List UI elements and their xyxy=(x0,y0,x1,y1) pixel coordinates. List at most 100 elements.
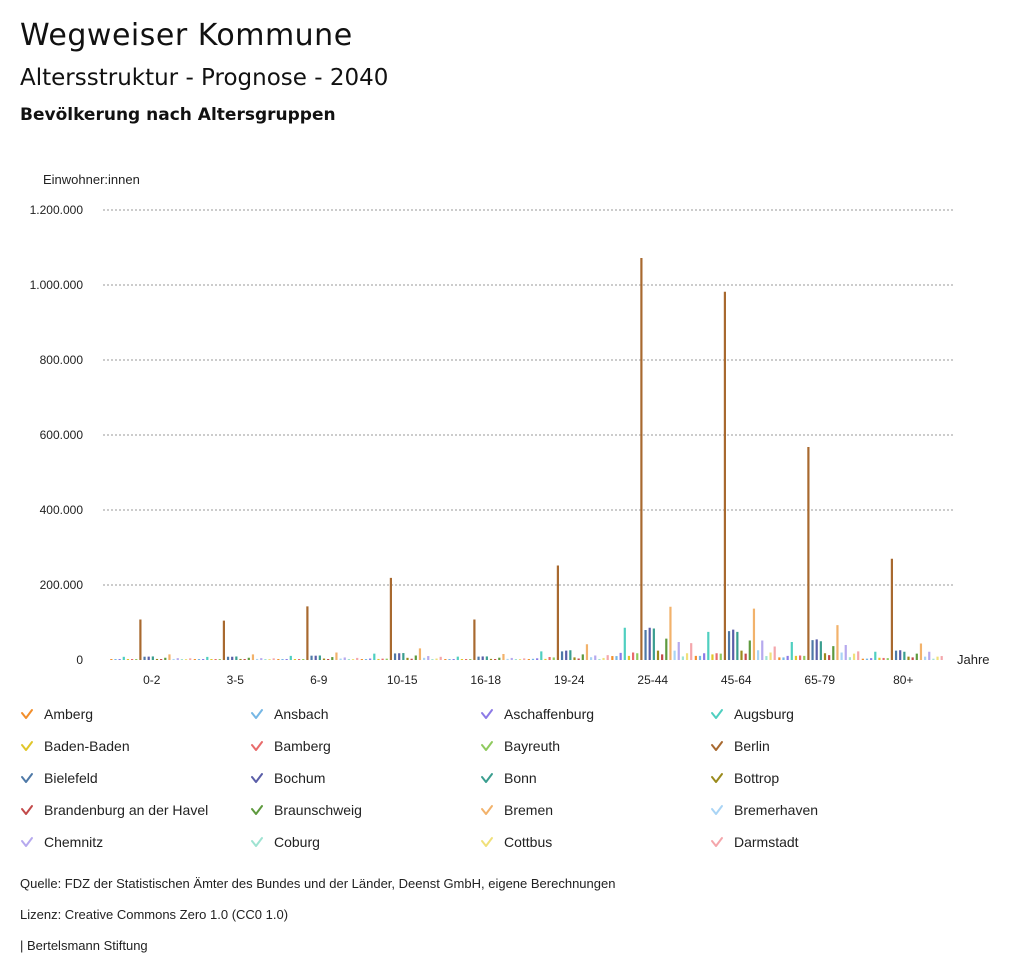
bar[interactable] xyxy=(757,650,760,660)
bar[interactable] xyxy=(727,631,731,661)
bar[interactable] xyxy=(518,659,522,660)
legend-item[interactable]: Bochum xyxy=(250,770,325,786)
bar[interactable] xyxy=(168,654,171,661)
bar[interactable] xyxy=(469,659,472,660)
bar[interactable] xyxy=(936,656,939,661)
bar[interactable] xyxy=(698,655,702,661)
bar[interactable] xyxy=(118,659,121,660)
bar[interactable] xyxy=(114,659,117,660)
bar[interactable] xyxy=(298,659,301,660)
bar[interactable] xyxy=(790,642,793,660)
bar[interactable] xyxy=(322,658,326,660)
bar[interactable] xyxy=(661,654,664,661)
bar[interactable] xyxy=(803,655,806,661)
bar[interactable] xyxy=(769,652,772,661)
bar[interactable] xyxy=(268,659,271,660)
bar[interactable] xyxy=(360,659,363,660)
bar[interactable] xyxy=(828,655,831,661)
bar[interactable] xyxy=(619,652,622,661)
bar[interactable] xyxy=(544,658,547,661)
bar[interactable] xyxy=(456,656,459,661)
bar[interactable] xyxy=(556,565,559,661)
bar[interactable] xyxy=(306,606,309,661)
bar[interactable] xyxy=(606,655,609,661)
bar[interactable] xyxy=(752,608,756,661)
bar[interactable] xyxy=(815,639,818,661)
bar[interactable] xyxy=(398,653,401,660)
bar[interactable] xyxy=(548,657,551,660)
bar[interactable] xyxy=(160,659,163,660)
legend-item[interactable]: Brandenburg an der Havel xyxy=(20,802,208,818)
bar[interactable] xyxy=(740,650,743,661)
bar[interactable] xyxy=(899,650,902,660)
bar[interactable] xyxy=(794,655,798,661)
bar[interactable] xyxy=(681,656,684,660)
bar[interactable] xyxy=(782,657,785,660)
bar[interactable] xyxy=(452,659,455,660)
legend-item[interactable]: Bottrop xyxy=(710,770,779,786)
bar[interactable] xyxy=(811,640,814,661)
bar[interactable] xyxy=(848,657,851,660)
bar[interactable] xyxy=(235,656,238,660)
bar[interactable] xyxy=(277,659,280,660)
bar[interactable] xyxy=(690,643,693,661)
bar[interactable] xyxy=(251,654,255,661)
bar[interactable] xyxy=(907,656,910,661)
bar[interactable] xyxy=(510,657,513,660)
bar[interactable] xyxy=(852,653,856,661)
bar[interactable] xyxy=(707,631,710,661)
bar[interactable] xyxy=(343,657,346,660)
bar[interactable] xyxy=(773,646,776,661)
bar[interactable] xyxy=(485,656,488,660)
bar[interactable] xyxy=(439,656,442,660)
bar[interactable] xyxy=(139,619,142,661)
bar[interactable] xyxy=(919,643,923,661)
bar[interactable] xyxy=(903,651,906,660)
bar[interactable] xyxy=(786,655,789,661)
bar[interactable] xyxy=(861,658,864,660)
bar[interactable] xyxy=(210,659,213,660)
bar[interactable] xyxy=(498,657,501,660)
bar[interactable] xyxy=(222,620,225,661)
bar[interactable] xyxy=(256,658,259,660)
bar[interactable] xyxy=(460,659,464,660)
bar[interactable] xyxy=(247,657,250,660)
bar[interactable] xyxy=(640,258,643,660)
bar[interactable] xyxy=(331,657,334,660)
bar[interactable] xyxy=(155,658,159,660)
bar[interactable] xyxy=(569,650,572,660)
bar[interactable] xyxy=(627,655,631,661)
legend-item[interactable]: Baden-Baden xyxy=(20,738,130,754)
bar[interactable] xyxy=(231,656,234,660)
legend-item[interactable]: Chemnitz xyxy=(20,834,103,850)
legend-item[interactable]: Braunschweig xyxy=(250,802,362,818)
bar[interactable] xyxy=(318,655,321,661)
bar[interactable] xyxy=(915,653,918,661)
bar[interactable] xyxy=(327,659,330,660)
bar[interactable] xyxy=(135,659,138,660)
bar[interactable] xyxy=(894,650,898,661)
bar[interactable] xyxy=(243,659,246,660)
bar[interactable] xyxy=(373,653,376,661)
bar[interactable] xyxy=(381,658,384,660)
bar[interactable] xyxy=(719,653,722,661)
bar[interactable] xyxy=(402,653,405,660)
legend-item[interactable]: Coburg xyxy=(250,834,320,850)
bar[interactable] xyxy=(874,651,877,660)
bar[interactable] xyxy=(615,656,618,660)
bar[interactable] xyxy=(285,659,288,660)
bar[interactable] xyxy=(732,629,735,661)
bar[interactable] xyxy=(414,655,417,661)
bar[interactable] xyxy=(723,291,726,660)
bar[interactable] xyxy=(226,656,230,660)
bar[interactable] xyxy=(406,657,409,660)
bar[interactable] xyxy=(836,625,839,661)
bar[interactable] xyxy=(356,657,359,660)
bar[interactable] xyxy=(531,658,535,660)
bar[interactable] xyxy=(928,651,931,660)
bar[interactable] xyxy=(281,659,284,660)
legend-item[interactable]: Ansbach xyxy=(250,706,328,722)
bar[interactable] xyxy=(778,657,781,661)
bar[interactable] xyxy=(932,658,935,660)
bar[interactable] xyxy=(685,653,689,660)
